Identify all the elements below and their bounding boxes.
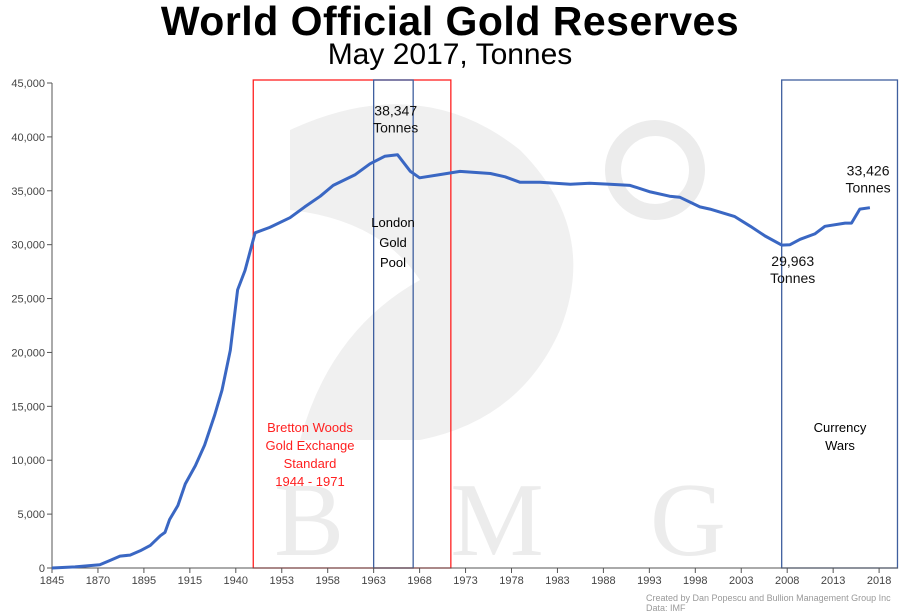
x-tick-label: 1895 (132, 575, 156, 587)
y-tick-label: 40,000 (11, 132, 45, 144)
x-tick-label: 1963 (361, 575, 385, 587)
region-label-bretton-woods: Bretton Woods (267, 420, 353, 435)
x-tick-label: 1958 (315, 575, 339, 587)
x-tick-label: 1845 (40, 575, 64, 587)
region-label-london-gold-pool: Pool (380, 255, 406, 270)
y-tick-label: 25,000 (11, 294, 45, 306)
annotation-latest: 33,426 (847, 163, 890, 179)
annotation-peak: Tonnes (373, 119, 418, 135)
y-tick-label: 5,000 (17, 509, 45, 521)
region-currency-wars (782, 80, 898, 568)
x-tick-label: 1968 (407, 575, 431, 587)
annotation-peak: 38,347 (374, 102, 417, 118)
x-tick-label: 2008 (775, 575, 799, 587)
x-tick-label: 1988 (591, 575, 615, 587)
y-tick-label: 15,000 (11, 401, 45, 413)
x-tick-label: 1953 (270, 575, 294, 587)
x-tick-label: 1978 (499, 575, 523, 587)
region-label-london-gold-pool: London (371, 215, 414, 230)
annotation-low: 29,963 (771, 253, 814, 269)
region-label-currency-wars: Wars (825, 438, 855, 453)
x-tick-label: 1915 (178, 575, 202, 587)
credit-text: Created by Dan Popescu and Bullion Manag… (646, 593, 896, 603)
region-label-currency-wars: Currency (814, 420, 867, 435)
x-tick-label: 1870 (86, 575, 110, 587)
y-tick-label: 0 (39, 563, 45, 575)
region-label-bretton-woods: 1944 - 1971 (275, 474, 344, 489)
watermark-griffin (290, 104, 573, 440)
x-tick-label: 2013 (821, 575, 845, 587)
y-tick-label: 35,000 (11, 186, 45, 198)
annotation-latest: Tonnes (845, 180, 890, 196)
y-tick-label: 45,000 (11, 78, 45, 90)
annotation-low: Tonnes (770, 270, 815, 286)
x-tick-label: 1973 (453, 575, 477, 587)
x-tick-label: 2003 (729, 575, 753, 587)
x-tick-label: 2018 (867, 575, 891, 587)
y-tick-label: 30,000 (11, 240, 45, 252)
watermark-letters: B M G (274, 461, 766, 578)
x-tick-label: 1983 (545, 575, 569, 587)
y-tick-label: 10,000 (11, 455, 45, 467)
region-label-london-gold-pool: Gold (379, 235, 406, 250)
x-tick-label: 1940 (224, 575, 248, 587)
x-tick-label: 1993 (637, 575, 661, 587)
region-label-bretton-woods: Gold Exchange (266, 438, 355, 453)
y-tick-label: 20,000 (11, 347, 45, 359)
region-label-bretton-woods: Standard (284, 456, 337, 471)
x-tick-label: 1998 (683, 575, 707, 587)
